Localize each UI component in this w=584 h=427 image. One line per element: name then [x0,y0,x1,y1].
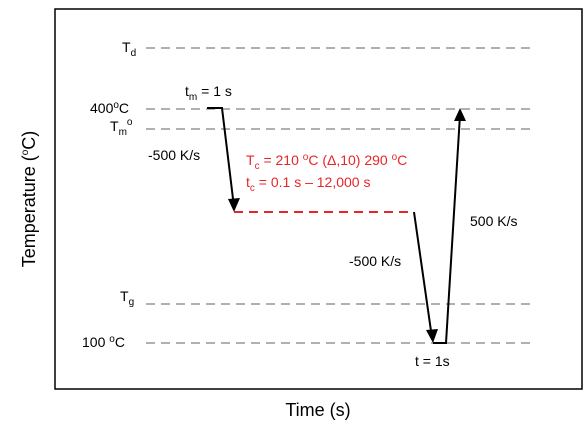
heating-path [433,114,461,344]
cooling-path-2 [413,211,433,339]
plot-frame [54,8,583,390]
cooling-path-1 [207,107,235,208]
tc-temperature-label: Tc = 210 oC (Δ,10) 290 oC [246,152,407,172]
heat-rate-label: 500 K/s [470,213,517,229]
cool-rate-label-2: -500 K/s [349,253,401,269]
arrow-head-cool1 [228,198,240,212]
tg-label: Tg [120,288,134,308]
tm-label: Tmo [110,117,133,138]
t100-label: 100 oC [82,334,125,350]
arrow-head-cool2 [426,329,438,343]
tm-time-label: tm = 1 s [185,83,232,103]
hold-time-label: t = 1s [415,353,450,369]
tc-time-label: tc = 0.1 s – 12,000 s [246,174,370,194]
td-label: Td [122,39,136,59]
cool-rate-label-1: -500 K/s [148,147,200,163]
t400-label: 400oC [90,100,129,116]
x-axis-title: Time (s) [285,400,350,420]
y-axis-title: Temperature (oC) [19,131,39,268]
arrow-head-heat [454,108,466,121]
